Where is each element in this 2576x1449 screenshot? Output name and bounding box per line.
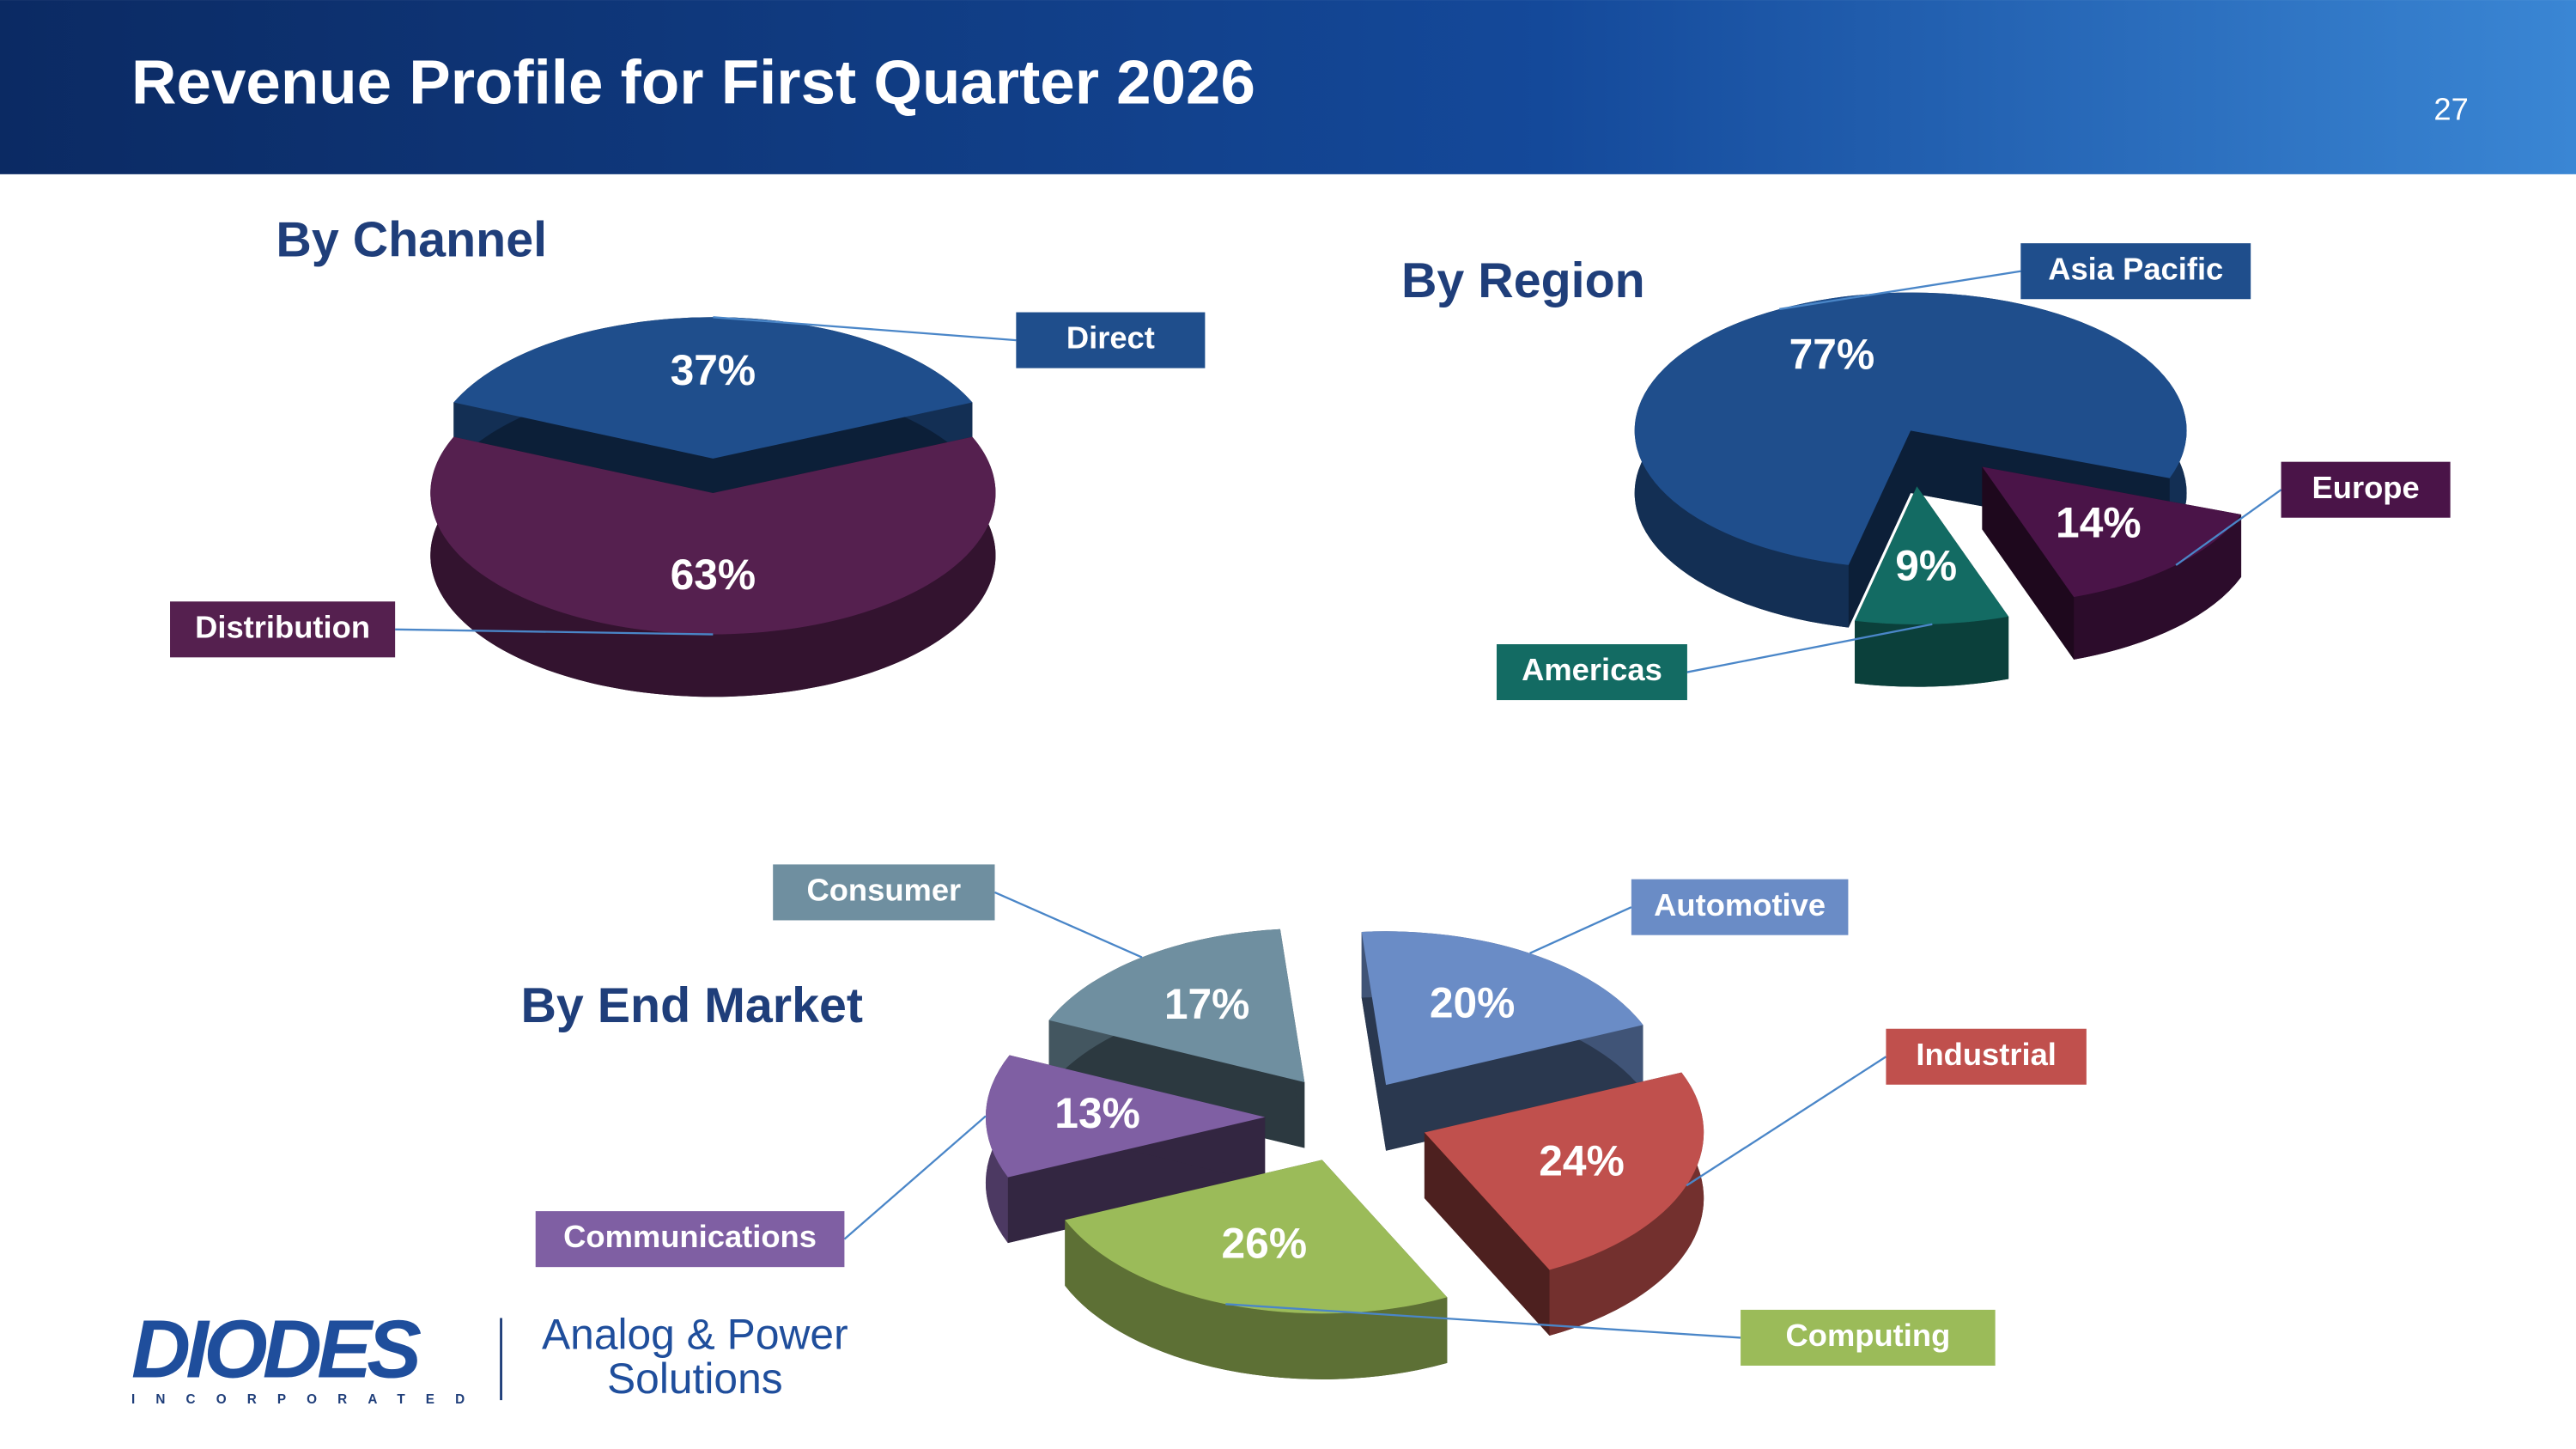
value-label: 26%: [1222, 1219, 1308, 1267]
pie-slice: [1048, 928, 1305, 1148]
value-label: 63%: [671, 551, 756, 599]
leader-line: [1779, 270, 2021, 311]
category-box: [1631, 879, 1849, 935]
pie-slice: [1424, 1072, 1704, 1336]
category-box: [1886, 1028, 2087, 1085]
logo-name: DIODES: [131, 1303, 421, 1395]
value-label: 14%: [2056, 498, 2142, 546]
category-box: [2020, 243, 2251, 300]
category-label: Computing: [1785, 1318, 1950, 1353]
pie-slice: [1065, 1160, 1448, 1379]
category-label: Americas: [1522, 652, 1662, 687]
slice-side: [1855, 616, 2009, 687]
slice-top: [1361, 931, 1643, 1086]
category-box: [170, 601, 396, 658]
category-box: [1496, 644, 1687, 701]
logo-tagline: Solutions: [607, 1355, 783, 1403]
category-label: Direct: [1066, 320, 1155, 356]
value-label: 77%: [1789, 331, 1875, 379]
leader-line: [1686, 623, 1933, 673]
slice-top: [1855, 486, 2009, 624]
leader-line: [2175, 489, 2282, 566]
chart-title: By Channel: [276, 212, 547, 267]
value-label: 13%: [1054, 1089, 1140, 1137]
leader-line: [1686, 1056, 1887, 1187]
slice-top: [1048, 928, 1305, 1082]
value-label: 37%: [671, 346, 756, 394]
category-box: [773, 864, 995, 921]
slice-top: [430, 436, 996, 635]
pie-slice: [1982, 466, 2242, 660]
leader-line: [843, 1115, 987, 1240]
leader-line: [1225, 1303, 1741, 1339]
slice-side: [1549, 1072, 1704, 1336]
logo: DIODES INCORPORATED Analog & Power Solut…: [131, 1303, 848, 1407]
slice-wall: [1982, 466, 2075, 660]
category-label: Distribution: [195, 609, 370, 644]
pie-slice: [1361, 931, 1643, 1151]
category-label: Communications: [563, 1219, 817, 1254]
category-box: [1741, 1309, 1996, 1366]
chart-title: By End Market: [521, 978, 864, 1033]
slice-top: [1424, 1072, 1704, 1270]
category-label: Automotive: [1654, 887, 1826, 922]
slice-wall: [1848, 430, 1911, 628]
value-label: 24%: [1539, 1137, 1625, 1185]
logo-subname: INCORPORATED: [131, 1392, 485, 1407]
header-band: [0, 0, 2576, 174]
slice-top: [1065, 1160, 1448, 1314]
category-label: Europe: [2312, 470, 2420, 505]
pie-slice: [1855, 486, 2009, 687]
slice-wall: [1386, 1025, 1643, 1151]
logo-tagline: Analog & Power: [542, 1311, 848, 1359]
slice-side: [2074, 514, 2242, 660]
category-box: [1016, 312, 1206, 368]
leader-line: [994, 891, 1143, 959]
leader-line: [395, 628, 714, 636]
slice-side: [1065, 1220, 1448, 1379]
page-number: 27: [2433, 92, 2468, 127]
category-box: [2281, 461, 2451, 518]
value-label: 17%: [1164, 980, 1250, 1028]
slice-wall: [1424, 1132, 1550, 1336]
category-label: Asia Pacific: [2048, 251, 2223, 286]
slice-top: [453, 317, 973, 459]
category-label: Industrial: [1916, 1037, 2057, 1072]
value-label: 9%: [1895, 542, 1957, 590]
leader-line: [713, 316, 1017, 342]
pie-slice: [985, 1055, 1266, 1244]
leader-line: [1529, 906, 1632, 954]
chart-title: By Region: [1401, 253, 1645, 308]
category-box: [535, 1211, 845, 1268]
slice-top: [1634, 292, 2187, 565]
slice-top: [985, 1055, 1266, 1178]
page-title: Revenue Profile for First Quarter 2026: [131, 48, 1255, 118]
category-label: Consumer: [806, 873, 961, 908]
value-label: 20%: [1430, 978, 1516, 1026]
